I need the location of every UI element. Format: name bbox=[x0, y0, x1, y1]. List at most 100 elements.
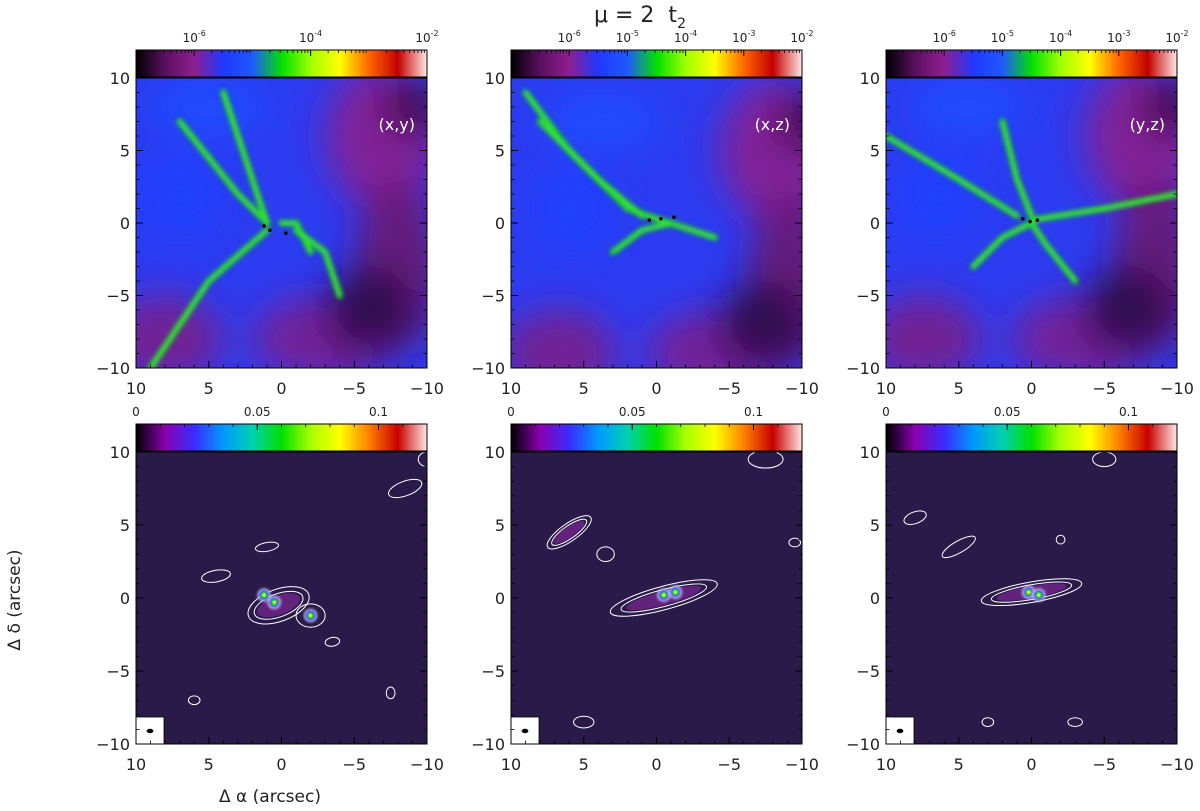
colorbar-tick-label: 10-6 bbox=[558, 29, 581, 45]
dense-core bbox=[659, 216, 663, 221]
contour-line bbox=[941, 535, 976, 559]
y-tick-label: 10 bbox=[110, 443, 130, 462]
colorbar-tick-label: 10-4 bbox=[674, 29, 697, 45]
colorbar-tick-label: 0 bbox=[507, 405, 515, 419]
x-tick-label: 10 bbox=[126, 379, 146, 398]
y-tick-label: 10 bbox=[485, 69, 505, 88]
colorbar bbox=[885, 49, 1178, 78]
x-tick-label: 10 bbox=[501, 379, 521, 398]
x-tick-label: 0 bbox=[651, 755, 661, 774]
x-tick-label: 0 bbox=[1026, 755, 1036, 774]
x-tick-label: 0 bbox=[276, 379, 286, 398]
colorbar-tick-label: 10-5 bbox=[991, 29, 1014, 45]
y-tick-label: −5 bbox=[106, 287, 130, 306]
colorbar bbox=[510, 423, 803, 452]
contour-line bbox=[1055, 534, 1066, 545]
y-tick-label: 5 bbox=[495, 516, 505, 535]
colorbar-tick-label: 0 bbox=[882, 405, 890, 419]
x-tick-label: −10 bbox=[1160, 755, 1194, 774]
y-tick-label: −10 bbox=[471, 735, 505, 754]
contour-line bbox=[388, 478, 423, 499]
y-tick-label: 10 bbox=[860, 443, 880, 462]
contour-line bbox=[981, 717, 995, 727]
y-tick-label: 0 bbox=[120, 589, 130, 608]
x-tick-label: 5 bbox=[954, 755, 964, 774]
colorbar bbox=[510, 49, 803, 78]
x-axis-title: Δ α (arcsec) bbox=[219, 787, 321, 807]
y-tick-label: −5 bbox=[856, 287, 880, 306]
panel-label: (x,y) bbox=[378, 115, 415, 134]
y-tick-label: 0 bbox=[495, 214, 505, 233]
contour-line bbox=[546, 515, 592, 550]
y-tick-label: 10 bbox=[110, 69, 130, 88]
colorbar-tick-label: 10-2 bbox=[415, 29, 438, 45]
x-tick-label: 10 bbox=[876, 755, 896, 774]
contour-line bbox=[573, 715, 595, 729]
panel-label: (x,z) bbox=[755, 115, 790, 134]
colorbar-tick-label: 10-2 bbox=[790, 29, 813, 45]
colorbar-tick-label: 0.05 bbox=[244, 405, 271, 419]
figure-title: μ = 2 t2 bbox=[594, 3, 686, 32]
heatmap-image bbox=[511, 78, 802, 368]
contour-line bbox=[385, 686, 396, 700]
colorbar-tick-label: 0.05 bbox=[994, 405, 1021, 419]
colorbar-tick-label: 10-4 bbox=[299, 29, 322, 45]
x-tick-label: −5 bbox=[342, 755, 366, 774]
x-tick-label: −10 bbox=[1160, 379, 1194, 398]
y-axis-title: Δ δ (arcsec) bbox=[5, 549, 25, 650]
x-tick-label: 5 bbox=[954, 379, 964, 398]
x-tick-label: 10 bbox=[501, 755, 521, 774]
colorbar-tick-label: 0.1 bbox=[744, 405, 763, 419]
x-tick-label: −10 bbox=[410, 379, 444, 398]
y-tick-label: −5 bbox=[106, 662, 130, 681]
y-tick-label: −5 bbox=[481, 662, 505, 681]
y-tick-label: 5 bbox=[495, 142, 505, 161]
x-tick-label: −5 bbox=[342, 379, 366, 398]
colorbar bbox=[135, 49, 428, 78]
y-tick-label: 0 bbox=[870, 589, 880, 608]
panel-label: (y,z) bbox=[1130, 115, 1165, 134]
colorbar-tick-label: 10-6 bbox=[183, 29, 206, 45]
contour-line bbox=[187, 695, 201, 706]
x-tick-label: −10 bbox=[785, 379, 819, 398]
x-tick-label: 10 bbox=[876, 379, 896, 398]
colorbar-tick-label: 10-2 bbox=[1165, 29, 1188, 45]
x-tick-label: 0 bbox=[1026, 379, 1036, 398]
contour-line bbox=[788, 537, 802, 548]
panel-top-2: 10-6 10-5 10-4 10-3 10-2(y,z)10 5 0 −5 −101050−5… bbox=[846, 29, 1194, 398]
contours bbox=[546, 452, 802, 729]
colorbar bbox=[885, 423, 1178, 452]
heatmap-image bbox=[511, 452, 802, 744]
y-tick-label: 10 bbox=[860, 69, 880, 88]
y-tick-label: 5 bbox=[120, 516, 130, 535]
x-tick-label: 0 bbox=[276, 755, 286, 774]
y-tick-label: 5 bbox=[870, 516, 880, 535]
x-tick-label: −10 bbox=[410, 755, 444, 774]
heatmap-image bbox=[136, 78, 427, 368]
x-tick-label: −5 bbox=[1092, 755, 1116, 774]
colorbar-tick-label: 10-3 bbox=[1107, 29, 1130, 45]
y-tick-label: −10 bbox=[96, 359, 130, 378]
y-tick-label: 5 bbox=[870, 142, 880, 161]
contour-line bbox=[980, 578, 1083, 607]
colorbar bbox=[135, 423, 428, 452]
y-tick-label: −5 bbox=[481, 287, 505, 306]
panel-top-1: 10-6 10-5 10-4 10-3 10-2(x,z)10 5 0 −5 −101050−5… bbox=[471, 29, 819, 398]
contour-line bbox=[990, 581, 1073, 603]
dense-core bbox=[268, 228, 272, 233]
y-tick-label: −10 bbox=[471, 359, 505, 378]
colorbar-tick-label: 0.1 bbox=[1119, 405, 1138, 419]
x-tick-label: −5 bbox=[717, 755, 741, 774]
colorbar-tick-label: 0.1 bbox=[369, 405, 388, 419]
contour-line bbox=[551, 518, 588, 546]
contour-line bbox=[609, 579, 718, 617]
beam-ellipse bbox=[896, 728, 904, 734]
x-tick-label: 5 bbox=[204, 379, 214, 398]
y-tick-label: −5 bbox=[856, 662, 880, 681]
